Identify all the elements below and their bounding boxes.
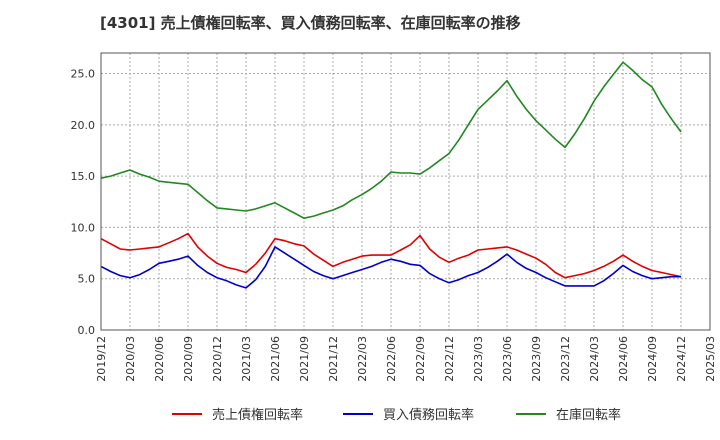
legend-label: 買入債務回転率 [383, 407, 474, 423]
plot-frame [100, 52, 711, 331]
y-tick-label: 15.0 [71, 170, 96, 183]
x-tick-label: 2020/03 [124, 336, 137, 382]
x-tick-label: 2020/09 [182, 336, 195, 382]
y-tick-label: 20.0 [71, 119, 96, 132]
x-tick-label: 2021/06 [269, 336, 282, 382]
series-line [100, 232, 682, 279]
x-tick-label: 2024/09 [646, 336, 659, 382]
x-tick-label: 2023/09 [530, 336, 543, 382]
y-tick-label: 5.0 [78, 273, 96, 286]
legend-label: 売上債権回転率 [212, 407, 303, 423]
x-tick-label: 2023/03 [472, 336, 485, 382]
x-tick-label: 2025/03 [704, 336, 717, 382]
x-tick-label: 2022/06 [385, 336, 398, 382]
x-tick-label: 2020/12 [211, 336, 224, 382]
x-tick-label: 2024/06 [617, 336, 630, 382]
x-tick-label: 2022/03 [356, 336, 369, 382]
x-tick-label: 2023/06 [501, 336, 514, 382]
series-line [100, 61, 682, 219]
x-tick-label: 2021/09 [298, 336, 311, 382]
legend-label: 在庫回転率 [556, 407, 621, 423]
x-tick-label: 2024/03 [588, 336, 601, 382]
legend: 売上債権回転率 買入債務回転率 在庫回転率 [172, 407, 621, 423]
y-tick-label: 25.0 [71, 68, 96, 81]
y-tick-label: 0.0 [78, 324, 96, 337]
x-tick-label: 2022/09 [414, 336, 427, 382]
x-tick-label: 2021/03 [240, 336, 253, 382]
y-axis-ticks: 0.0 5.0 10.0 15.0 20.0 25.0 [71, 68, 96, 337]
series-line [100, 246, 681, 289]
grid-layer [100, 53, 711, 331]
series-layer [100, 61, 682, 289]
x-tick-label: 2022/12 [443, 336, 456, 382]
x-axis-ticks: 2019/12 2020/03 2020/06 2020/09 2020/12 2021/… [95, 336, 717, 382]
x-tick-label: 2020/06 [153, 336, 166, 382]
x-tick-label: 2024/12 [675, 336, 688, 382]
x-tick-label: 2021/12 [327, 336, 340, 382]
chart-title: [4301] 売上債権回転率、買入債務回転率、在庫回転率の推移 [100, 14, 521, 32]
x-tick-label: 2023/12 [559, 336, 572, 382]
y-tick-label: 10.0 [71, 221, 96, 234]
x-tick-label: 2019/12 [95, 336, 108, 382]
